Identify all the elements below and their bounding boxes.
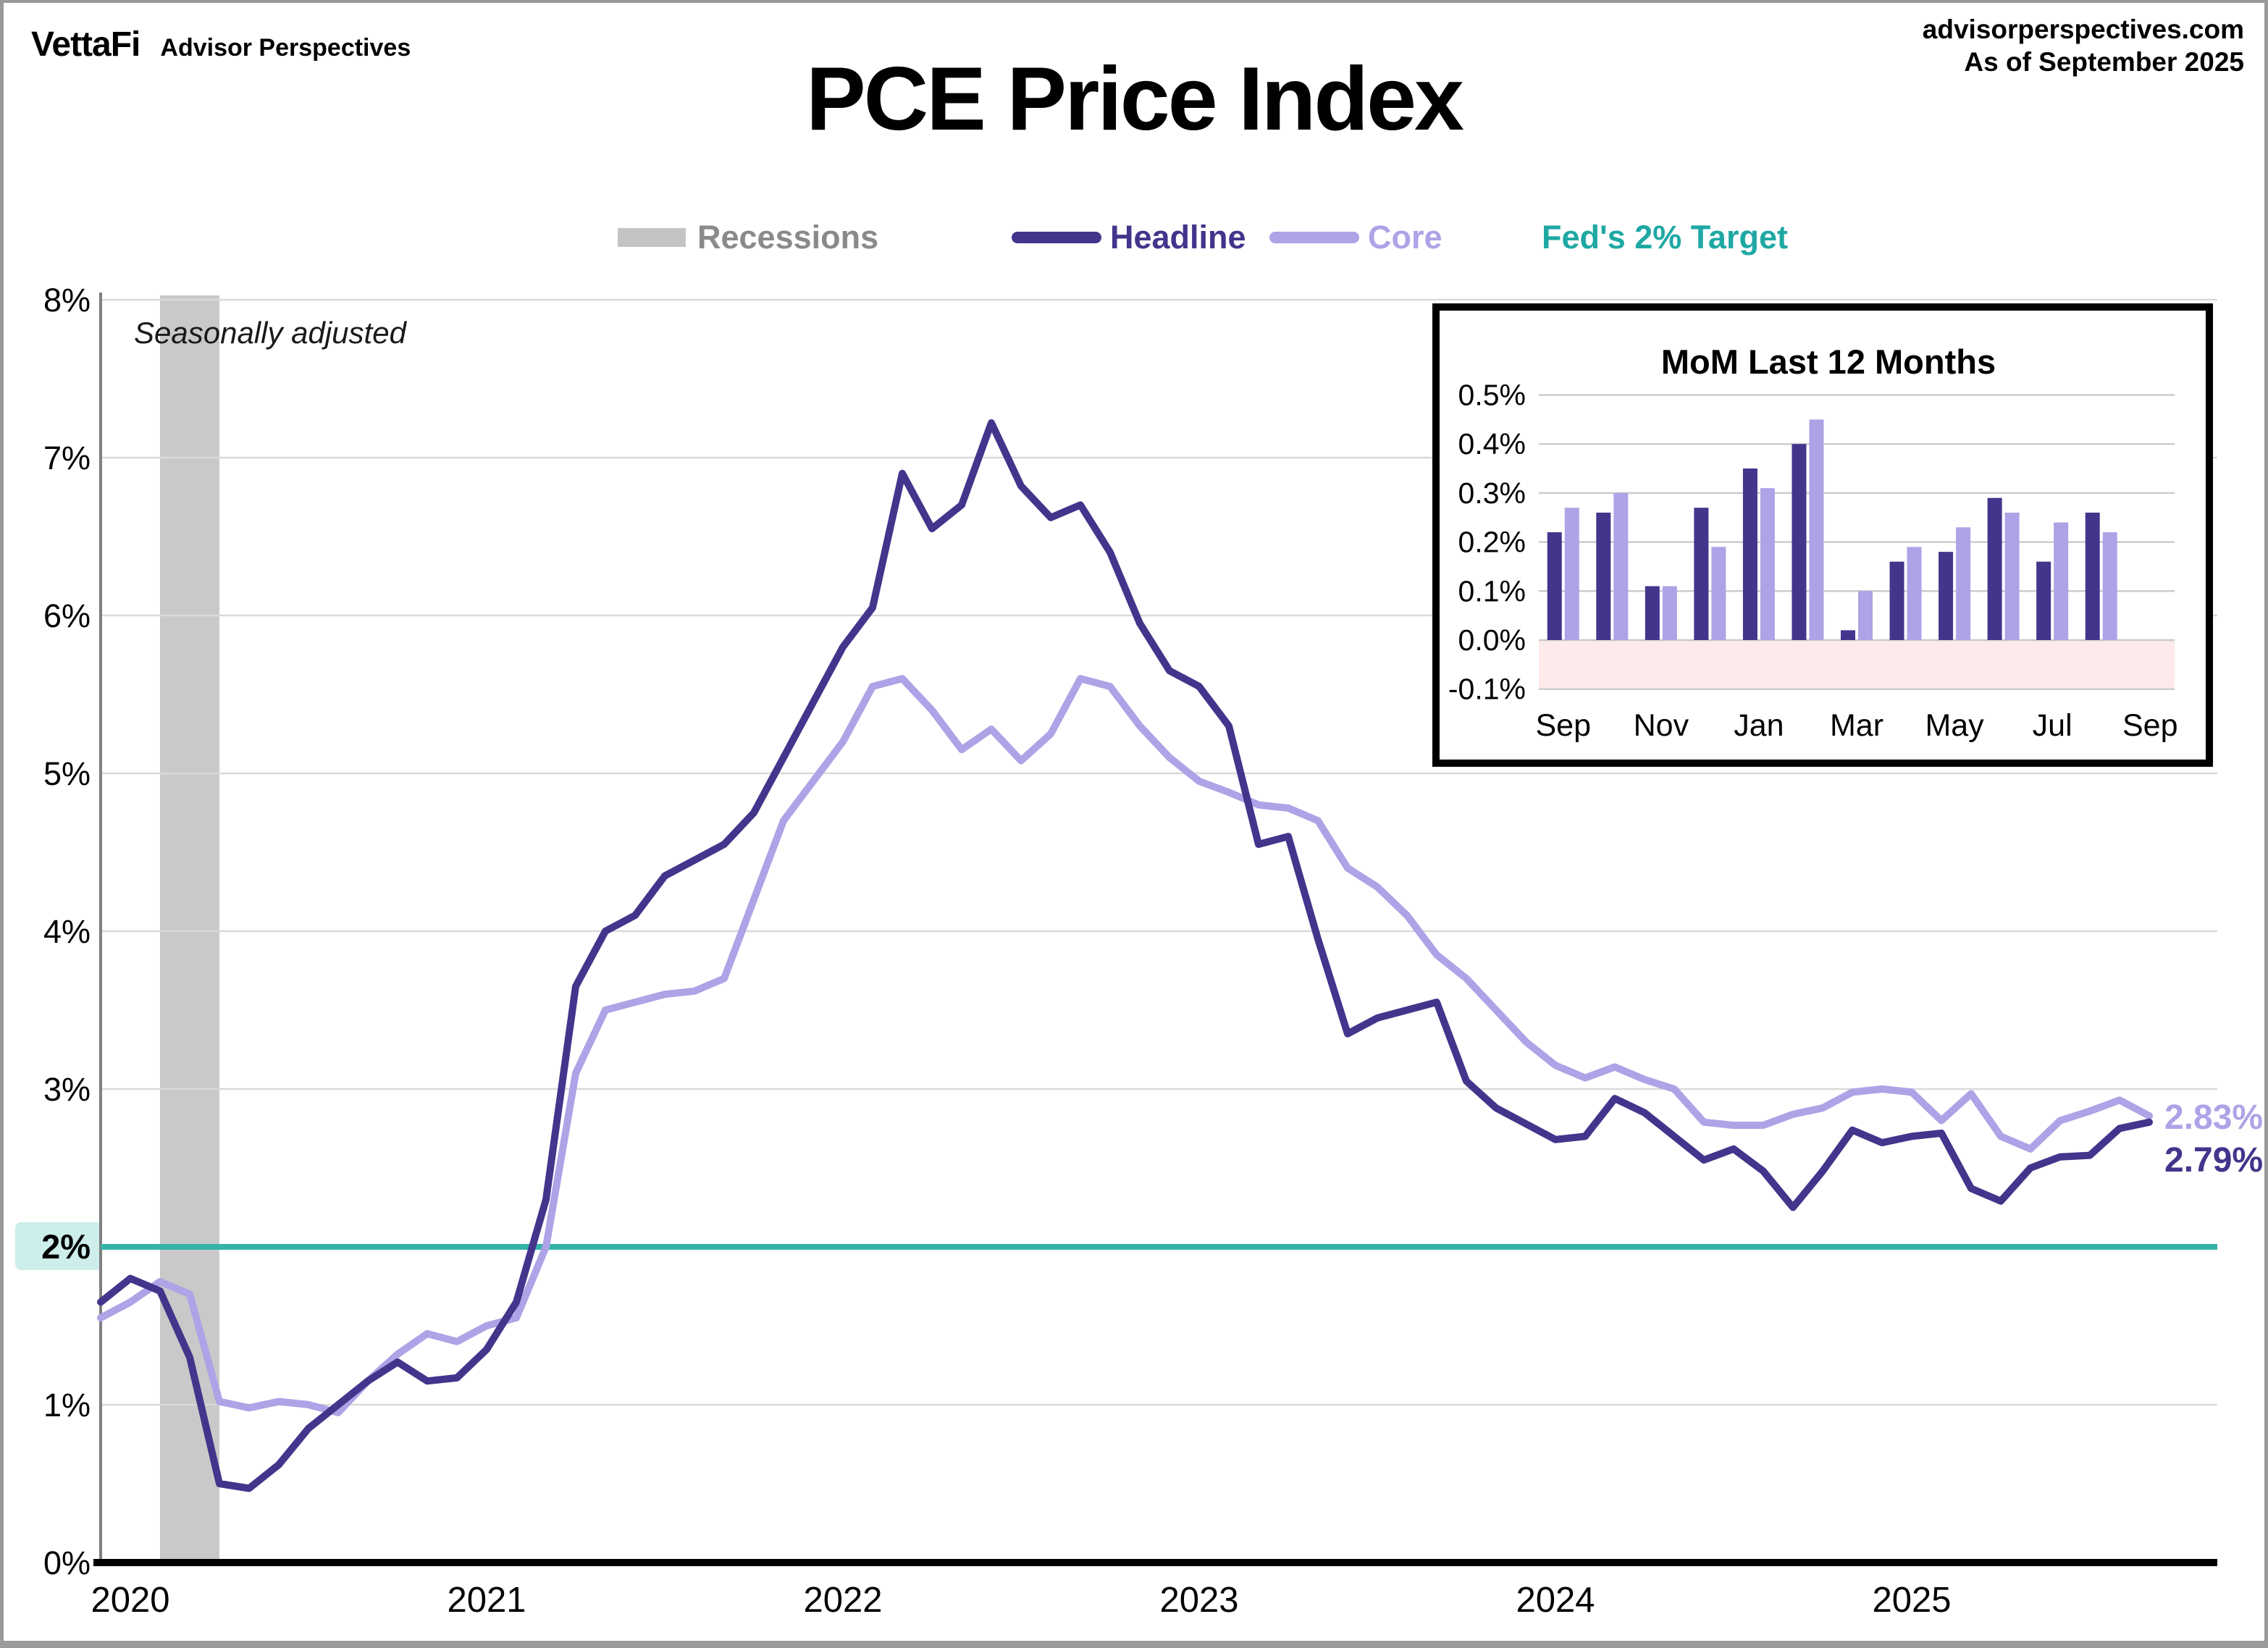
source-url: advisorperspectives.com [1922,14,2244,44]
chart-title: PCE Price Index [805,49,1464,149]
headline-line [97,419,2153,1492]
core-swatch [1269,232,1359,243]
core-line [97,675,2153,1416]
inset-x-label: Sep [1536,708,1592,743]
target-axis-label: 2% [41,1227,91,1266]
inset-y-label: 0.3% [1458,476,1526,510]
inset-headline-bar [1547,532,1562,640]
x-axis-label: 2022 [803,1581,882,1620]
inset-headline-bar [1987,497,2002,640]
legend-item-headline: Headline [1012,217,1246,258]
inset-core-bar [1956,527,1971,640]
main-chart: 0% 1% 3% 4% 5% 6% 7% 8% 2% 2020 2021 2022 2023 2024 20… [15,282,2263,1620]
inset-core-bar [2054,522,2069,640]
inset-headline-bar [1694,508,1709,640]
inset-y-label: 0.0% [1458,623,1526,657]
source-attribution: advisorperspectives.com As of September … [1923,13,2244,78]
y-axis-label: 8% [43,282,91,319]
recessions-swatch [618,228,686,247]
legend-label-core: Core [1368,219,1442,256]
inset-core-bar [1907,547,1922,640]
main-plot: 0% 1% 3% 4% 5% 6% 7% 8% 2% 2020 2021 2022 2023 2024 20… [15,282,2263,1620]
legend-label-headline: Headline [1110,219,1246,256]
logo-secondary-text: Advisor Perspectives [160,34,411,62]
inset-y-label: 0.2% [1458,526,1526,559]
inset-headline-bar [1889,561,1904,640]
y-axis-label: 6% [43,597,91,634]
inset-x-label: Jan [1734,708,1784,743]
x-axis-label: 2020 [91,1581,169,1620]
core-end-label: 2.83% [2164,1098,2263,1137]
inset-headline-bar [1841,630,1855,640]
inset-headline-bar [1596,512,1611,640]
inset-y-label: -0.1% [1448,673,1526,706]
inset-headline-bar [2085,512,2100,640]
headline-swatch [1012,232,1101,243]
page-canvas: VettaFi Advisor Perspectives advisorpers… [4,3,2264,1641]
legend-item-fed-target: Fed's 2% Target [1542,217,1788,258]
inset-x-label: Nov [1634,708,1689,743]
legend-label-fed-target: Fed's 2% Target [1542,219,1788,256]
inset-y-label: 0.5% [1458,379,1526,412]
inset-core-bar [1858,591,1873,640]
inset-y-label: 0.4% [1458,427,1526,461]
inset-core-bar [1662,586,1677,640]
inset-headline-bar [1645,586,1660,640]
inset-title: MoM Last 12 Months [1661,342,1996,381]
legend: Recessions Headline Core Fed's 2% Target [4,217,2264,261]
inset-core-bar [1711,547,1726,640]
inset-core-bar [1564,508,1579,640]
inset-headline-bar [1792,444,1807,640]
inset-core-bar [1613,492,1629,640]
x-axis-label: 2023 [1159,1581,1238,1620]
y-axis-label: 1% [43,1387,91,1424]
legend-item-recessions: Recessions [618,217,878,258]
as-of-date: As of September 2025 [1964,47,2244,77]
logo-primary-text: VettaFi [31,25,140,64]
inset-y-label: 0.1% [1458,574,1526,608]
inset-headline-bar [1742,468,1757,640]
inset-core-bar [2004,512,2020,640]
y-axis-label: 7% [43,440,91,476]
legend-label-recessions: Recessions [697,219,879,256]
inset-core-bar [1809,419,1824,640]
inset-x-label: May [1925,708,1984,743]
y-axis-label: 5% [43,755,91,792]
legend-item-core: Core [1269,217,1442,258]
target-label-highlight [15,1222,102,1270]
y-axis-label: 3% [43,1071,91,1108]
vettafi-logo: VettaFi Advisor Perspectives [31,25,411,64]
inset-x-label: Jul [2033,708,2072,743]
inset-x-label: Sep [2122,708,2178,743]
x-axis-label: 2025 [1872,1581,1951,1620]
x-axis-label: 2021 [447,1581,526,1620]
inset-negative-band [1539,640,2175,689]
inset-headline-bar [2036,561,2051,640]
inset-headline-bar [1939,552,1954,640]
seasonally-adjusted-note: Seasonally adjusted [134,316,408,350]
inset-core-bar [2102,532,2117,640]
y-axis-label: 0% [43,1544,91,1581]
headline-end-label: 2.79% [2164,1141,2263,1180]
inset-x-label: Mar [1830,708,1883,743]
x-axis-label: 2024 [1516,1581,1595,1620]
inset-mom-chart: MoM Last 12 Months 0.5% 0.4% 0.3% 0.2% 0.1% 0.… [1432,303,2213,767]
inset-core-bar [1760,488,1775,640]
y-axis-label: 4% [43,913,91,950]
